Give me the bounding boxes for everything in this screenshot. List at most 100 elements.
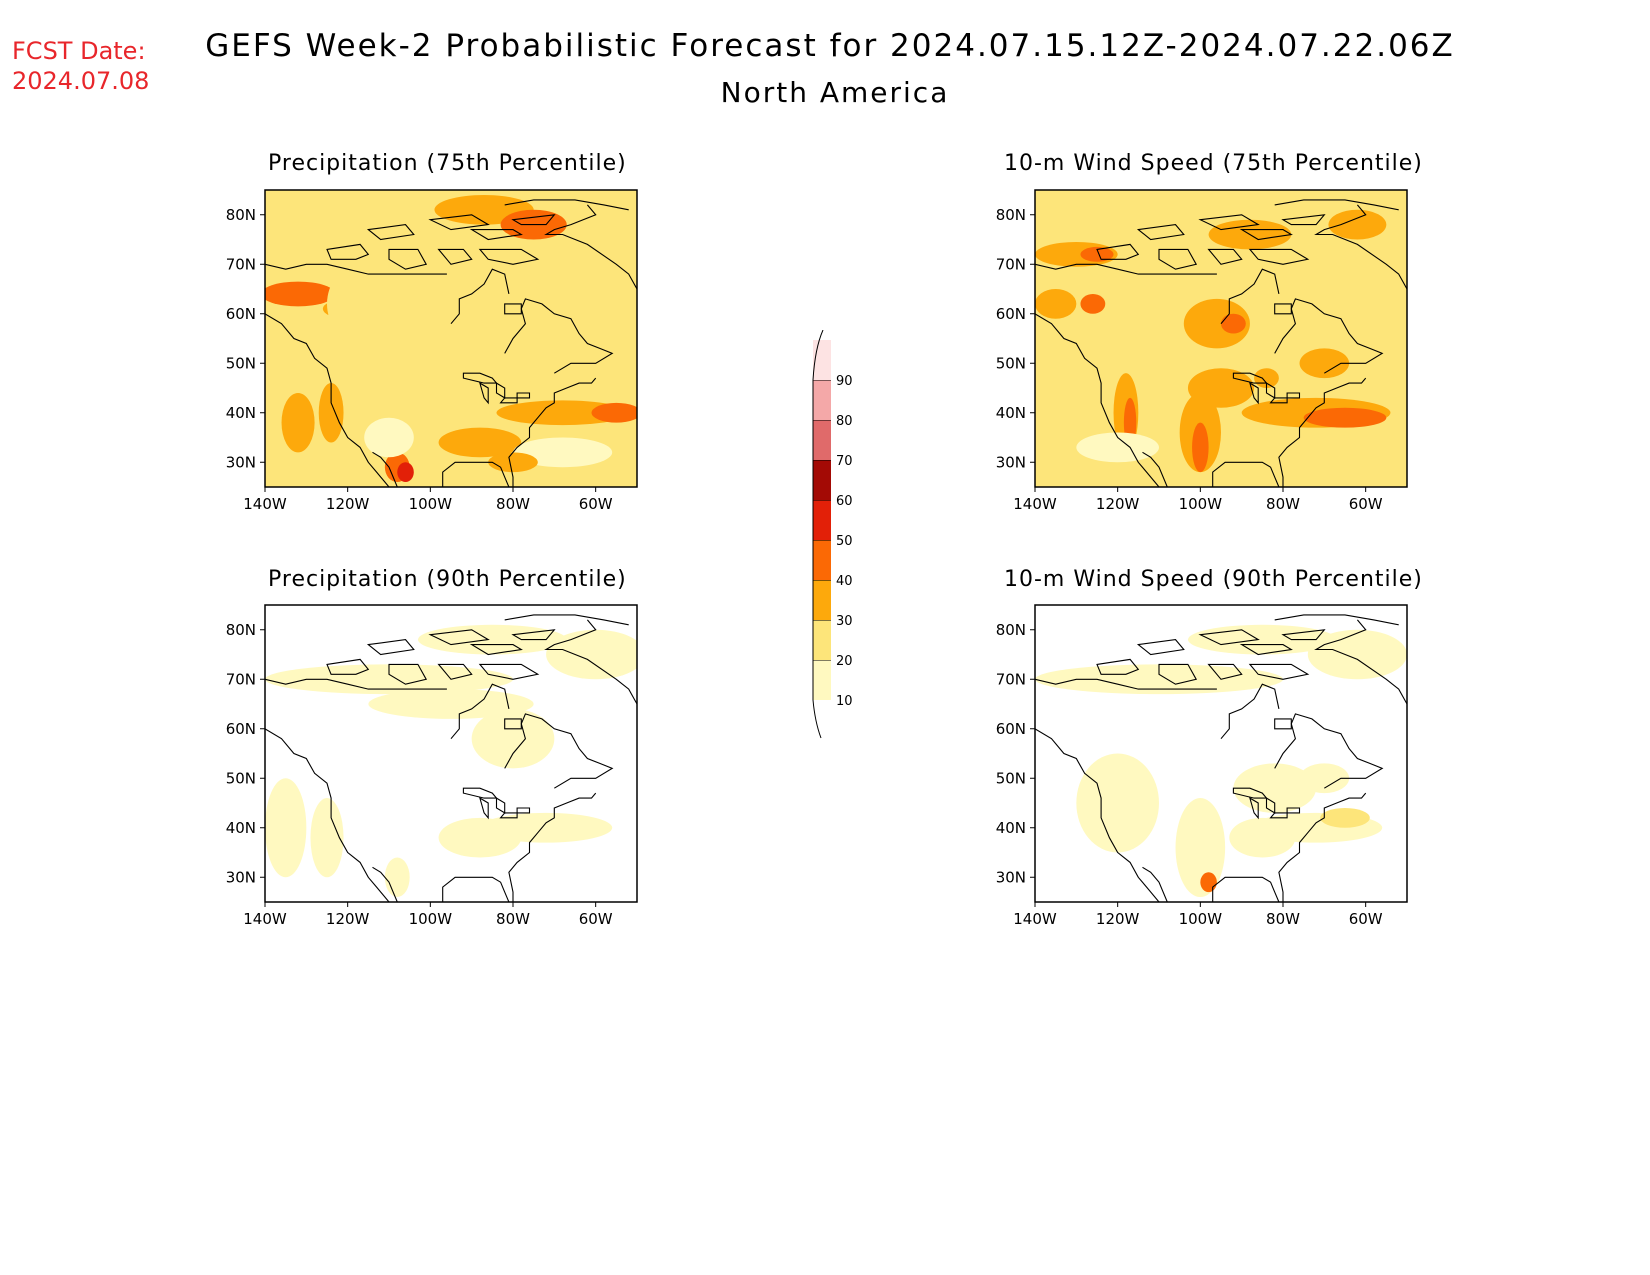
lat-label: 60N <box>226 305 256 323</box>
coastlines <box>1035 199 1407 487</box>
shade-region <box>1192 422 1209 473</box>
coastline <box>1035 313 1160 487</box>
lon-label: 60W <box>1349 910 1383 928</box>
coastline-island <box>1158 663 1198 685</box>
lat-label: 30N <box>996 868 1026 886</box>
coastline-island <box>388 663 428 685</box>
coastline <box>450 268 510 325</box>
coastline-island <box>1239 644 1293 656</box>
shade-region <box>397 462 414 483</box>
coastline-island <box>478 663 540 680</box>
coastline-island <box>1274 718 1292 730</box>
coastline <box>372 451 398 487</box>
coastline-island <box>504 718 522 730</box>
colorbar-label: 40 <box>836 574 853 589</box>
lon-label: 140W <box>1013 495 1057 513</box>
coastline-island <box>1281 629 1326 641</box>
fcst-label: FCST Date: <box>12 37 146 65</box>
coastline-island <box>326 658 370 675</box>
coastline <box>504 713 614 789</box>
lat-label: 40N <box>996 819 1026 837</box>
coastline <box>1314 204 1407 290</box>
colorbar-lower-cap <box>812 699 822 739</box>
colorbar-label: 60 <box>836 494 853 509</box>
coastline <box>1142 866 1168 902</box>
shade-region <box>1080 246 1114 262</box>
coastline-island <box>469 644 523 656</box>
shade-region <box>513 437 613 468</box>
lat-label: 50N <box>996 769 1026 787</box>
colorbar-label: 80 <box>836 414 853 429</box>
coastline-island <box>326 243 370 260</box>
coastline-island <box>1248 796 1259 820</box>
coastlines <box>265 199 637 487</box>
lat-label: 70N <box>996 670 1026 688</box>
coastline <box>372 866 398 902</box>
lon-label: 100W <box>409 495 453 513</box>
shade-region <box>1221 313 1246 334</box>
coastline-island <box>1198 629 1260 646</box>
shade-region <box>384 857 410 898</box>
shade-region <box>1187 368 1255 408</box>
shade-region <box>438 427 522 458</box>
lat-label: 50N <box>996 354 1026 372</box>
shade-region <box>1303 407 1387 428</box>
coastline <box>1278 792 1367 902</box>
panel-title-wind-90: 10-m Wind Speed (90th Percentile) <box>1004 567 1423 592</box>
coastline <box>544 204 637 290</box>
colorbar-label: 10 <box>836 694 853 709</box>
shade-region <box>265 664 513 695</box>
lon-label: 140W <box>243 495 287 513</box>
coastline-island <box>366 224 415 241</box>
lon-label: 100W <box>1179 910 1223 928</box>
coastline <box>1220 268 1280 325</box>
colorbar-segment <box>813 500 831 540</box>
coastline <box>504 199 629 211</box>
shade-region <box>546 629 637 680</box>
coastline <box>504 614 629 626</box>
coastline <box>1274 614 1399 626</box>
shade-region <box>591 402 637 423</box>
colorbar-segment <box>813 460 831 500</box>
coastline <box>1314 619 1407 705</box>
lat-label: 80N <box>996 621 1026 639</box>
colorbar-segment <box>813 540 831 580</box>
lat-label: 30N <box>226 453 256 471</box>
coastline-island <box>511 214 556 226</box>
shade-region <box>471 708 555 769</box>
coastline-island <box>1239 229 1293 241</box>
coastline-island <box>437 663 473 680</box>
coastline-island <box>1248 248 1310 265</box>
lon-label: 80W <box>1266 495 1300 513</box>
coastline <box>544 619 637 705</box>
lon-label: 80W <box>1266 910 1300 928</box>
lon-label: 60W <box>1349 495 1383 513</box>
shade-region <box>1229 817 1296 858</box>
lon-label: 100W <box>409 910 453 928</box>
probability-shading <box>1035 605 1407 902</box>
shade-region <box>265 778 307 878</box>
lat-label: 60N <box>226 720 256 738</box>
colorbar-segment <box>813 340 831 380</box>
lat-label: 40N <box>226 404 256 422</box>
panel-title-precip-75: Precipitation (75th Percentile) <box>268 151 627 176</box>
colorbar-segment <box>813 420 831 460</box>
lat-label: 80N <box>996 206 1026 224</box>
colorbar-label: 70 <box>836 454 853 469</box>
colorbar-label: 90 <box>836 374 853 389</box>
colorbar-segment <box>813 380 831 420</box>
lat-label: 40N <box>996 404 1026 422</box>
lon-label: 60W <box>579 910 613 928</box>
coastline-island <box>478 248 540 265</box>
shade-region <box>1080 293 1106 314</box>
colorbar-label: 20 <box>836 654 853 669</box>
shade-region <box>1076 753 1159 853</box>
coastline <box>450 683 510 740</box>
panel-title-wind-75: 10-m Wind Speed (75th Percentile) <box>1004 151 1423 176</box>
map-frame <box>264 189 638 488</box>
lat-label: 60N <box>996 305 1026 323</box>
shade-region <box>1175 798 1226 898</box>
coastline-island <box>1207 663 1243 680</box>
lat-label: 40N <box>226 819 256 837</box>
coastline <box>508 792 597 902</box>
